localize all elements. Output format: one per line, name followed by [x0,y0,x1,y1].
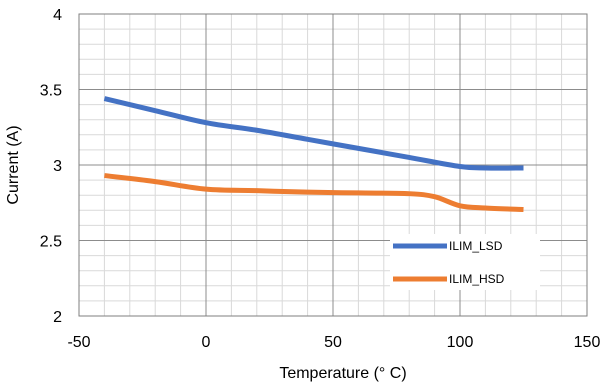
y-tick-label: 3.5 [40,83,62,100]
legend-label-ilim-hsd: ILIM_HSD [449,272,505,286]
y-tick-label: 3 [53,158,62,175]
x-tick-label: 100 [447,334,474,351]
plot-area-border [78,13,588,317]
legend-label-ilim-lsd: ILIM_LSD [449,239,503,253]
y-tick-label: 2 [53,309,62,326]
series-line-ilim-lsd [103,96,524,171]
x-tick-label: 0 [202,334,211,351]
x-tick-label: 50 [324,334,342,351]
series-line-ilim-hsd [104,173,524,213]
legend: ILIM_LSD ILIM_HSD [390,234,540,290]
y-tick-label: 2.5 [40,234,62,251]
x-axis-tick-labels: -50 0 50 100 150 [67,334,600,351]
x-tick-label: 150 [574,334,601,351]
y-tick-label: 4 [53,7,62,24]
y-axis-title: Current (A) [5,125,22,204]
y-axis-tick-labels: 2 2.5 3 3.5 4 [40,7,62,326]
series-lines [103,96,524,213]
x-axis-title: Temperature (° C) [279,365,406,382]
x-tick-label: -50 [67,334,90,351]
